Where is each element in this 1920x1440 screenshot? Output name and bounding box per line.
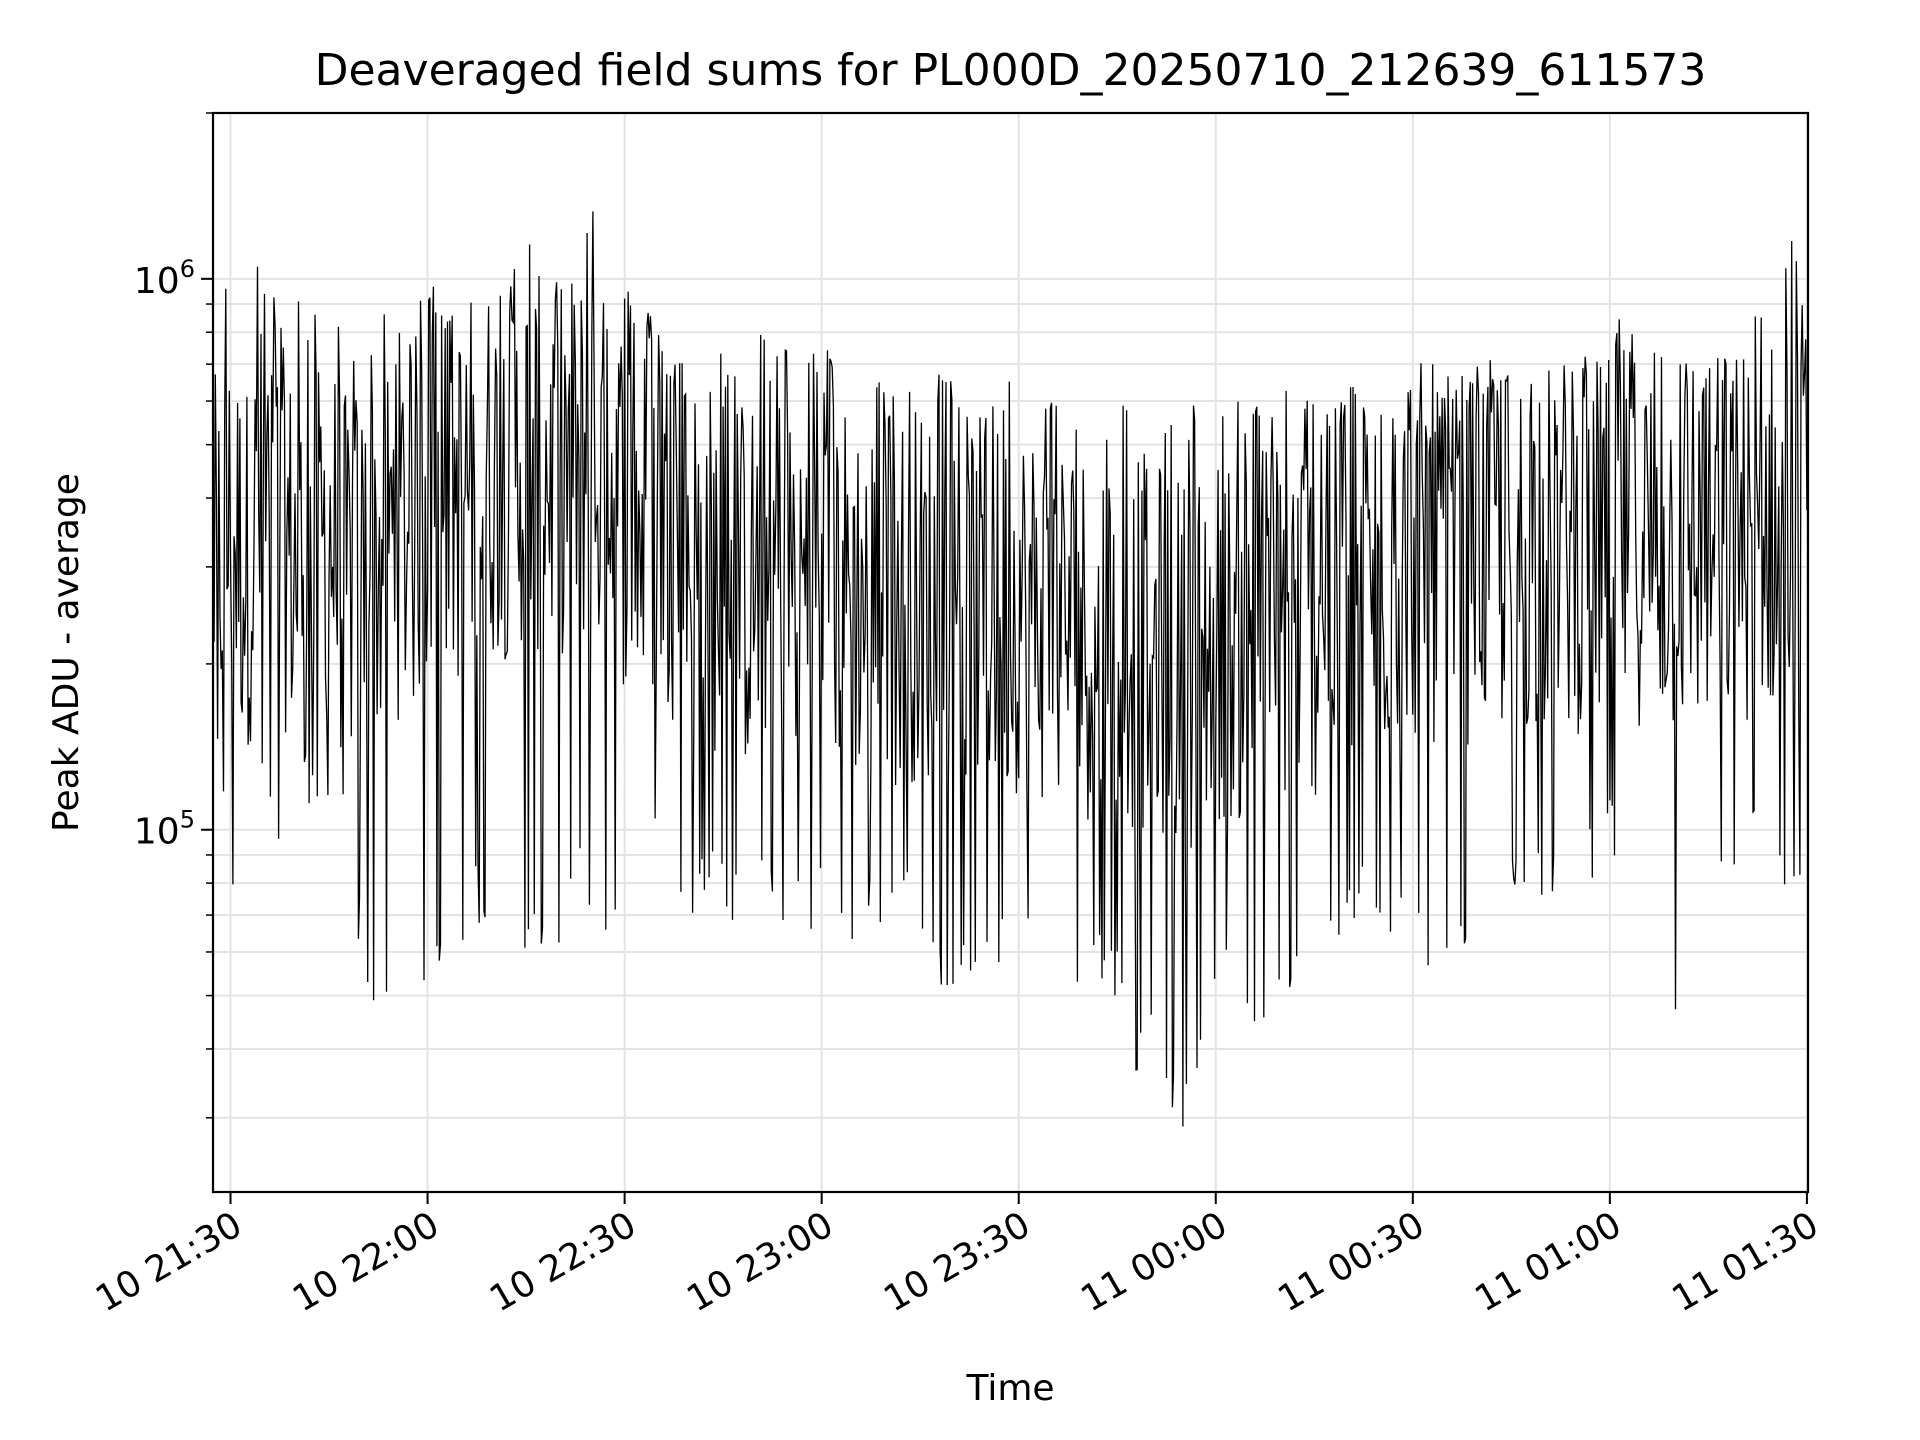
y-tick-label: 105 (134, 806, 195, 853)
series-line (213, 211, 1808, 1127)
chart-title: Deaveraged field sums for PL000D_2025071… (315, 45, 1707, 96)
y-axis-label: Peak ADU - average (46, 473, 87, 832)
axes-frame (211, 111, 1810, 1194)
y-tick-label: 106 (134, 255, 195, 302)
y-axis-ticks: 105 106 (134, 112, 213, 1119)
x-axis-label: Time (965, 1368, 1054, 1409)
plot-series (213, 211, 1808, 1127)
